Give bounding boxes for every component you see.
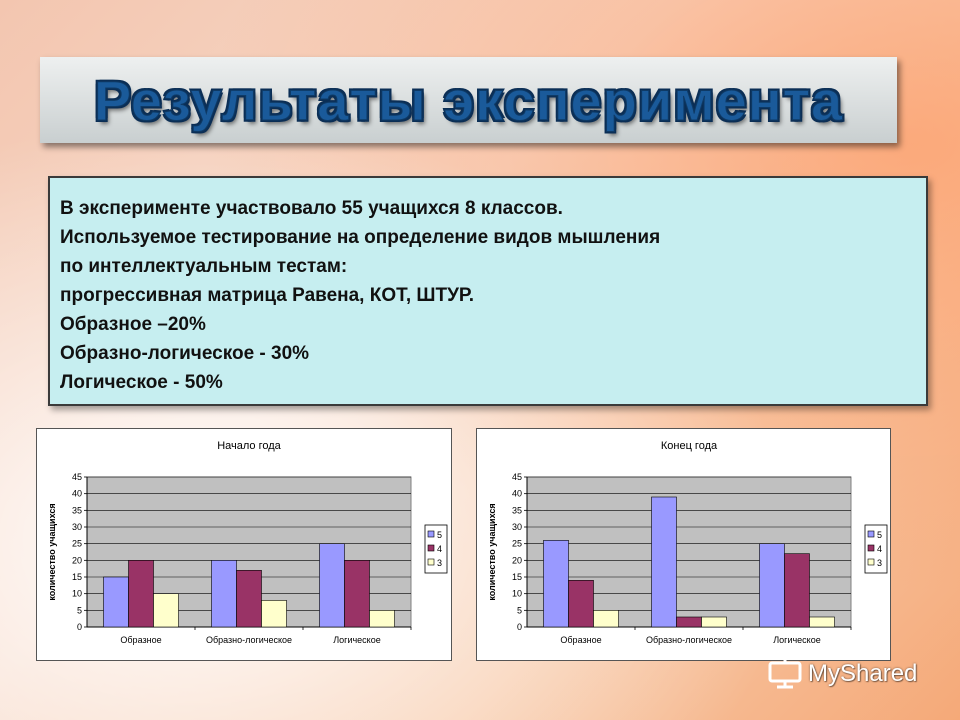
- legend-swatch: [867, 544, 875, 552]
- bar: [651, 496, 677, 628]
- y-tick-label: 30: [512, 522, 522, 532]
- info-line: Образное –20%: [60, 314, 206, 335]
- chart-title: Конец года: [661, 440, 718, 452]
- y-axis-label: количество учащихся: [47, 503, 57, 600]
- y-tick-label: 5: [517, 605, 522, 615]
- chart-svg: Начало года051015202530354045количество …: [47, 440, 448, 645]
- legend-label: 4: [877, 544, 882, 554]
- info-line: прогрессивная матрица Равена, КОТ, ШТУР.: [60, 285, 474, 306]
- info-box: В эксперименте участвовало 55 учащихся 8…: [48, 176, 928, 406]
- legend-swatch: [427, 544, 435, 552]
- bar: [701, 616, 727, 628]
- bar: [344, 560, 370, 628]
- presentation-icon: [768, 659, 802, 689]
- y-tick-label: 25: [72, 539, 82, 549]
- info-line: В эксперименте участвовало 55 учащихся 8…: [60, 198, 563, 219]
- bar: [676, 616, 702, 628]
- slide-title-box: Результаты эксперимента: [40, 57, 897, 143]
- legend-swatch: [867, 558, 875, 566]
- info-line: по интеллектуальным тестам:: [60, 256, 348, 277]
- chart-start-of-year: Начало года 0 5 10 15 20 25 30 35 40 45 количество …: [36, 428, 452, 661]
- watermark: MyShared: [768, 656, 938, 692]
- y-tick-label: 45: [512, 472, 522, 482]
- y-tick-label: 0: [517, 622, 522, 632]
- category-label: Образное: [120, 635, 161, 645]
- category-label: Образно-логическое: [206, 635, 292, 645]
- bar: [784, 553, 810, 628]
- bar: [153, 593, 179, 628]
- y-tick-label: 40: [72, 489, 82, 499]
- bar: [543, 540, 569, 628]
- y-tick-label: 45: [72, 472, 82, 482]
- y-tick-label: 35: [72, 505, 82, 515]
- y-tick-label: 15: [72, 572, 82, 582]
- legend-label: 5: [437, 530, 442, 540]
- legend-label: 5: [877, 530, 882, 540]
- y-tick-label: 10: [512, 589, 522, 599]
- y-tick-label: 25: [512, 539, 522, 549]
- bar: [809, 616, 835, 628]
- category-label: Логическое: [333, 635, 380, 645]
- legend-label: 4: [437, 544, 442, 554]
- category-label: Логическое: [773, 635, 820, 645]
- bar: [319, 543, 345, 628]
- chart-end-of-year: Конец года 0 5 10 15 20 25 30 35 40 45 количество у…: [476, 428, 891, 661]
- y-tick-label: 20: [72, 555, 82, 565]
- info-line: Образно-логическое - 30%: [60, 343, 310, 364]
- bar: [568, 580, 594, 628]
- watermark-text: MyShared: [808, 660, 918, 687]
- y-tick-label: 20: [512, 555, 522, 565]
- category-label: Образно-логическое: [646, 635, 732, 645]
- bar: [236, 570, 262, 628]
- y-tick-label: 10: [72, 589, 82, 599]
- slide-title: Результаты эксперимента: [93, 68, 844, 132]
- chart-title: Начало года: [217, 440, 281, 452]
- y-axis-label: количество учащихся: [487, 503, 497, 600]
- legend-label: 3: [877, 558, 882, 568]
- y-tick-label: 0: [77, 622, 82, 632]
- legend-swatch: [427, 558, 435, 566]
- bar: [369, 610, 395, 628]
- info-line: Логическое - 50%: [60, 372, 223, 393]
- info-line: Используемое тестирование на определение…: [60, 227, 661, 248]
- y-tick-label: 15: [512, 572, 522, 582]
- y-tick-label: 40: [512, 489, 522, 499]
- category-label: Образное: [560, 635, 601, 645]
- legend-label: 3: [437, 558, 442, 568]
- y-tick-label: 5: [77, 605, 82, 615]
- bar: [128, 560, 154, 628]
- bar: [759, 543, 785, 628]
- y-tick-label: 35: [512, 505, 522, 515]
- legend-swatch: [867, 530, 875, 538]
- bar: [261, 600, 287, 628]
- bar: [103, 576, 129, 628]
- bar: [593, 610, 619, 628]
- bar: [211, 560, 237, 628]
- legend-swatch: [427, 530, 435, 538]
- y-tick-label: 30: [72, 522, 82, 532]
